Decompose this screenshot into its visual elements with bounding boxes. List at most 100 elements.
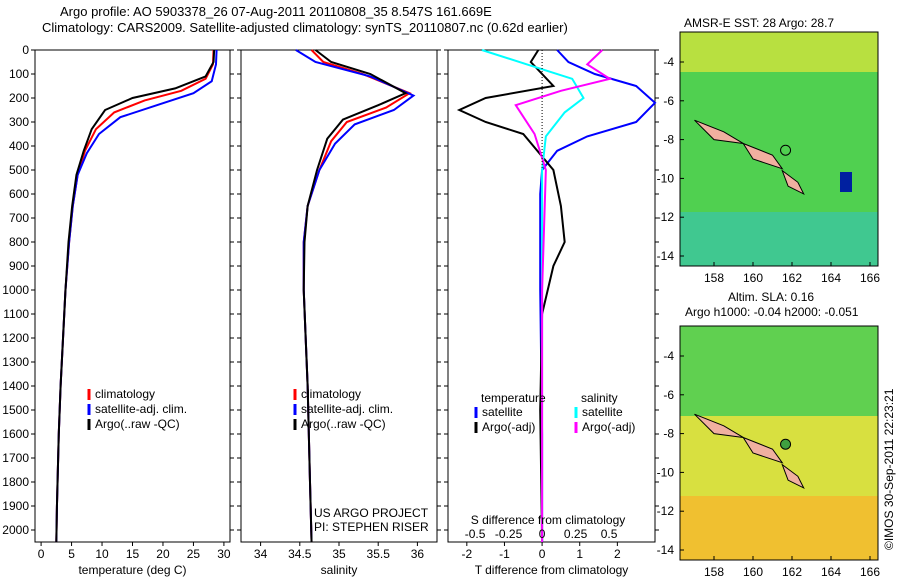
legend-label: satellite-adj. clim. <box>301 402 393 416</box>
sst-cold-spot <box>840 172 852 192</box>
map2-title-1: Altim. SLA: 0.16 <box>728 290 815 304</box>
y-tick-label: 1500 <box>2 403 29 417</box>
y-tick-label: 300 <box>9 115 29 129</box>
x-tick-label: 20 <box>156 547 170 561</box>
map-y-tick-label: -8 <box>663 133 674 147</box>
title-line-1: Argo profile: AO 5903378_26 07-Aug-2011 … <box>60 4 492 19</box>
legend-label: satellite-adj. clim. <box>95 402 187 416</box>
y-tick-label: 1200 <box>2 331 29 345</box>
sla-high-band <box>680 496 878 560</box>
x2-tick-label: 0 <box>539 527 546 541</box>
map-y-tick-label: -10 <box>657 171 675 185</box>
legend-label: Argo(..raw -QC) <box>301 417 386 431</box>
legend-label: satellite <box>482 405 523 419</box>
x-axis-label: T difference from climatology <box>475 563 629 577</box>
x-tick-label: 5 <box>68 547 75 561</box>
map2-title-2: Argo h1000: -0.04 h2000: -0.051 <box>685 305 859 319</box>
x-tick-label: 15 <box>126 547 140 561</box>
x-tick-label: 36 <box>411 547 425 561</box>
island-outline <box>781 463 805 490</box>
y-tick-label: 600 <box>9 187 29 201</box>
map-frame <box>679 31 879 267</box>
map-y-tick-label: -4 <box>663 349 674 363</box>
legend-label: climatology <box>95 387 155 401</box>
series-line-s-satellite <box>481 49 585 542</box>
y-tick-label: 700 <box>9 211 29 225</box>
y-tick-label: 2000 <box>2 523 29 537</box>
sla-low-band <box>680 326 878 416</box>
map-x-tick-label: 166 <box>860 565 880 579</box>
argo-position-marker <box>780 438 792 450</box>
y-tick-label: 1700 <box>2 451 29 465</box>
map-x-tick-label: 158 <box>704 565 724 579</box>
x-tick-label: 34 <box>254 547 268 561</box>
map-y-tick-label: -12 <box>657 504 675 518</box>
map-x-tick-label: 164 <box>821 271 841 285</box>
series-line-t-argo-adj- <box>456 49 566 543</box>
map-y-tick-label: -14 <box>657 249 675 263</box>
y-tick-label: 1300 <box>2 355 29 369</box>
map-x-tick-label: 164 <box>821 565 841 579</box>
project-name: US ARGO PROJECT <box>314 506 429 520</box>
map-y-tick-label: -4 <box>663 55 674 69</box>
x-axis-label: temperature (deg C) <box>78 563 186 577</box>
y-tick-label: 0 <box>22 43 29 57</box>
y-tick-label: 400 <box>9 139 29 153</box>
map1-title: AMSR-E SST: 28 Argo: 28.7 <box>684 16 835 30</box>
series-line-argo-raw-qc- <box>55 49 216 543</box>
x-tick-label: 35 <box>332 547 346 561</box>
map-y-tick-label: -10 <box>657 465 675 479</box>
x-tick-label: 2 <box>614 547 621 561</box>
y-tick-label: 1800 <box>2 475 29 489</box>
legend-title: salinity <box>581 391 618 405</box>
x-tick-label: 35.5 <box>367 547 391 561</box>
legend-label: Argo(-adj) <box>582 420 635 434</box>
series-line-t-satellite <box>539 49 657 542</box>
y-tick-label: 1100 <box>3 307 29 321</box>
x-tick-label: 0 <box>38 547 45 561</box>
x-tick-label: 1 <box>576 547 583 561</box>
map-x-tick-label: 158 <box>704 271 724 285</box>
x-tick-label: 34.5 <box>288 547 312 561</box>
series-line-satellite-adj-clim- <box>295 49 416 543</box>
map-y-tick-label: -12 <box>657 210 675 224</box>
island-outline <box>742 436 784 464</box>
x2-tick-label: -0.25 <box>495 527 523 541</box>
title-line-2: Climatology: CARS2009. Satellite-adjuste… <box>42 20 568 35</box>
y-tick-label: 100 <box>9 67 29 81</box>
x-tick-label: 10 <box>95 547 109 561</box>
x-tick-label: 25 <box>187 547 201 561</box>
y-tick-label: 1400 <box>2 379 29 393</box>
y-tick-label: 1000 <box>2 283 29 297</box>
map-x-tick-label: 160 <box>743 565 763 579</box>
argo-position-marker <box>780 144 792 156</box>
map-x-tick-label: 162 <box>782 565 802 579</box>
y-tick-label: 1900 <box>2 499 29 513</box>
x2-tick-label: 0.5 <box>601 527 618 541</box>
series-line-climatology <box>55 49 215 543</box>
x2-tick-label: -0.5 <box>465 527 486 541</box>
map-x-tick-label: 162 <box>782 271 802 285</box>
island-outline <box>781 169 805 196</box>
map-x-tick-label: 166 <box>860 271 880 285</box>
legend-label: climatology <box>301 387 361 401</box>
y-tick-label: 900 <box>9 259 29 273</box>
x-tick-label: 30 <box>217 547 231 561</box>
y-tick-label: 1600 <box>2 427 29 441</box>
x-axis-label: salinity <box>321 563 358 577</box>
legend-label: Argo(-adj) <box>482 420 535 434</box>
map-frame <box>679 325 879 561</box>
sst-cool-band <box>680 212 878 266</box>
map-y-tick-label: -14 <box>657 543 675 557</box>
sst-warm-band <box>680 32 878 72</box>
map-x-tick-label: 160 <box>743 271 763 285</box>
series-line-s-argo-adj- <box>514 49 613 542</box>
y-tick-label: 800 <box>9 235 29 249</box>
legend-title: temperature <box>481 391 546 405</box>
panel-frame <box>447 49 656 543</box>
x-axis-label-2: S difference from climatology <box>471 513 626 527</box>
x-tick-label: -1 <box>499 547 510 561</box>
map-y-tick-label: -8 <box>663 427 674 441</box>
